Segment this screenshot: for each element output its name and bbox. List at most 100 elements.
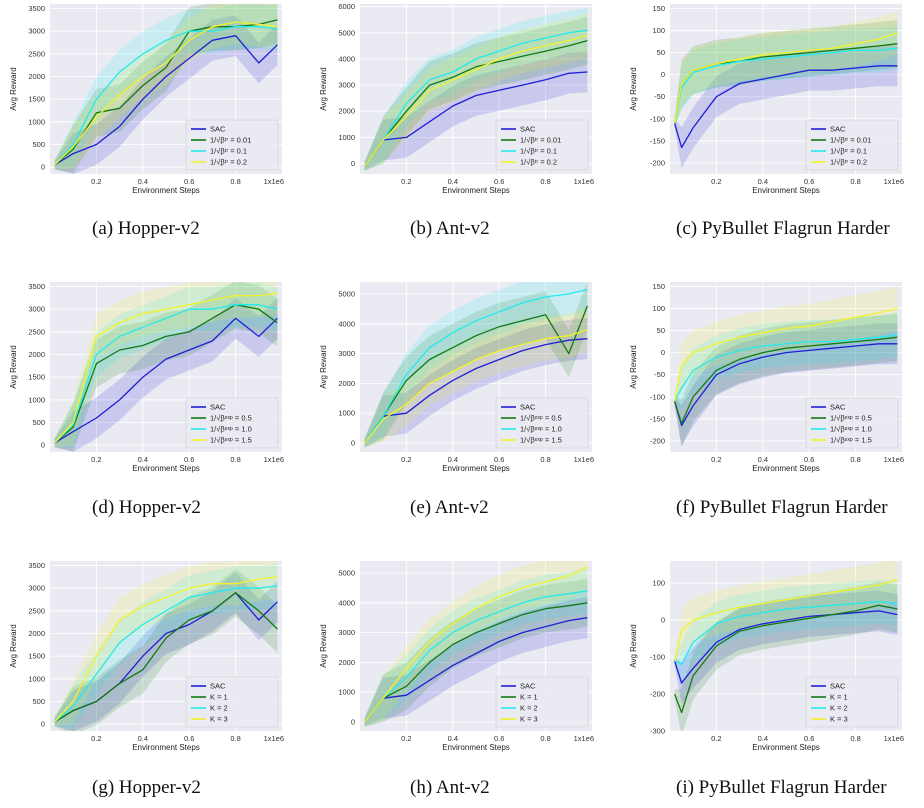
y-tick-label: 1000: [28, 117, 45, 126]
series-line: [673, 343, 898, 427]
legend-label: K = 1: [830, 693, 848, 702]
y-tick-label: 100: [652, 304, 665, 313]
chart-panel: 0.2 0.4 0.6 0.8 0 1000 2000 3000 4000 5000 Environ…: [310, 557, 610, 757]
legend-label: 1/√βᵗʳ = 0.1: [830, 147, 867, 156]
y-tick-label: 6000: [338, 2, 355, 11]
y-tick-label: 0: [41, 163, 45, 172]
legend-label: K = 2: [210, 704, 228, 713]
legend-box: [495, 119, 589, 171]
y-tick-label: -200: [650, 436, 665, 445]
x-tick-label: 0.8: [540, 734, 550, 743]
legend-label: SAC: [210, 125, 226, 134]
series-group: [54, 282, 278, 452]
chart-panel: 0.2 0.4 0.6 0.8 0 500 1000 1500 2000 2500 3000 3500…: [0, 278, 300, 478]
confidence-band: [364, 51, 588, 171]
legend-label: 1/√βᵉˣᵖ = 1.5: [520, 436, 562, 445]
legend-label: K = 2: [830, 704, 848, 713]
y-axis-label: Avg Reward: [319, 67, 328, 110]
chart-svg: 0.2 0.4 0.6 0.8 0 1000 2000 3000 4000 5000 Environ…: [319, 282, 594, 473]
series-line: [54, 35, 278, 166]
legend-box: [805, 119, 899, 171]
caption-d: (d) Hopper-v2: [92, 497, 201, 518]
series-line: [364, 305, 589, 444]
legend-label: K = 3: [210, 715, 228, 724]
y-tick-label: -100: [650, 653, 665, 662]
y-axis-label: Avg Reward: [629, 345, 638, 388]
legend-label: SAC: [520, 125, 536, 134]
x-tick-label: 0.2: [401, 177, 411, 186]
x-tick-label: 0.6: [804, 734, 814, 743]
chart-svg: 0.2 0.4 0.6 0.8 0 500 1000 1500 2000 2500 3000 3500…: [9, 4, 284, 195]
y-tick-label: 0: [41, 720, 45, 729]
y-tick-label: 500: [32, 140, 45, 149]
y-tick-label: -100: [650, 392, 665, 401]
y-tick-label: 50: [657, 326, 665, 335]
y-tick-label: 100: [652, 26, 665, 35]
y-tick-label: 3000: [28, 305, 45, 314]
series-line: [54, 304, 278, 444]
x-offset-label: 1x1e6: [264, 734, 284, 743]
confidence-band: [364, 282, 588, 448]
confidence-band: [364, 597, 588, 727]
confidence-band: [54, 4, 278, 173]
y-axis-label: Avg Reward: [629, 67, 638, 110]
x-tick-label: 0.6: [494, 455, 504, 464]
x-offset-label: 1x1e6: [574, 177, 594, 186]
x-tick-label: 0.6: [184, 177, 194, 186]
series-line: [673, 47, 898, 124]
x-tick-label: 0.2: [401, 734, 411, 743]
confidence-band: [54, 4, 278, 170]
series-line: [673, 32, 898, 124]
x-tick-label: 0.8: [850, 734, 860, 743]
y-tick-label: 0: [661, 348, 665, 357]
y-tick-label: -50: [654, 370, 665, 379]
y-tick-label: 0: [351, 159, 355, 168]
x-tick-label: 0.2: [711, 455, 721, 464]
series-line: [673, 610, 898, 684]
legend-label: SAC: [520, 682, 536, 691]
x-tick-label: 0.2: [91, 177, 101, 186]
series-group: [673, 286, 898, 448]
confidence-band: [54, 563, 278, 729]
legend-box: [185, 676, 279, 728]
x-tick-label: 0.4: [758, 734, 768, 743]
series-line: [364, 566, 588, 723]
y-tick-label: 0: [661, 70, 665, 79]
x-axis-label: Environment Steps: [752, 186, 820, 195]
legend-box: [805, 676, 899, 728]
series-group: [364, 282, 589, 448]
y-tick-label: -200: [650, 158, 665, 167]
caption-c: (c) PyBullet Flagrun Harder: [676, 218, 890, 239]
y-tick-label: 1000: [28, 395, 45, 404]
series-line: [364, 29, 588, 167]
series-line: [673, 307, 898, 402]
y-tick-label: 5000: [338, 568, 355, 577]
y-tick-label: 2500: [28, 49, 45, 58]
series-group: [364, 561, 588, 727]
series-line: [673, 65, 898, 149]
x-axis-label: Environment Steps: [442, 743, 510, 752]
legend-label: K = 3: [830, 715, 848, 724]
x-tick-label: 0.4: [448, 455, 458, 464]
legend-label: 1/√βᵉˣᵖ = 1.0: [830, 425, 872, 434]
legend-label: SAC: [210, 403, 226, 412]
y-tick-label: 2000: [28, 629, 45, 638]
confidence-band: [364, 568, 588, 727]
series-line: [364, 602, 588, 723]
x-tick-label: 0.8: [230, 455, 240, 464]
y-tick-label: 1500: [28, 652, 45, 661]
x-offset-label: 1x1e6: [884, 177, 904, 186]
y-tick-label: 0: [351, 439, 355, 448]
chart-panel: 0.2 0.4 0.6 0.8 -200 -150 -100 -50 0 50 100 150 Envi…: [620, 0, 920, 200]
series-line: [54, 26, 278, 166]
legend-label: 1/√βᵗʳ = 0.1: [520, 147, 557, 156]
y-tick-label: 2000: [28, 72, 45, 81]
confidence-band: [674, 10, 898, 128]
x-tick-label: 0.4: [448, 177, 458, 186]
x-offset-label: 1x1e6: [264, 455, 284, 464]
legend-label: 1/√βᵗʳ = 0.1: [210, 147, 247, 156]
series-line: [364, 617, 588, 723]
y-tick-label: 4000: [338, 319, 355, 328]
y-tick-label: 1000: [338, 688, 355, 697]
y-axis-label: Avg Reward: [629, 624, 638, 667]
